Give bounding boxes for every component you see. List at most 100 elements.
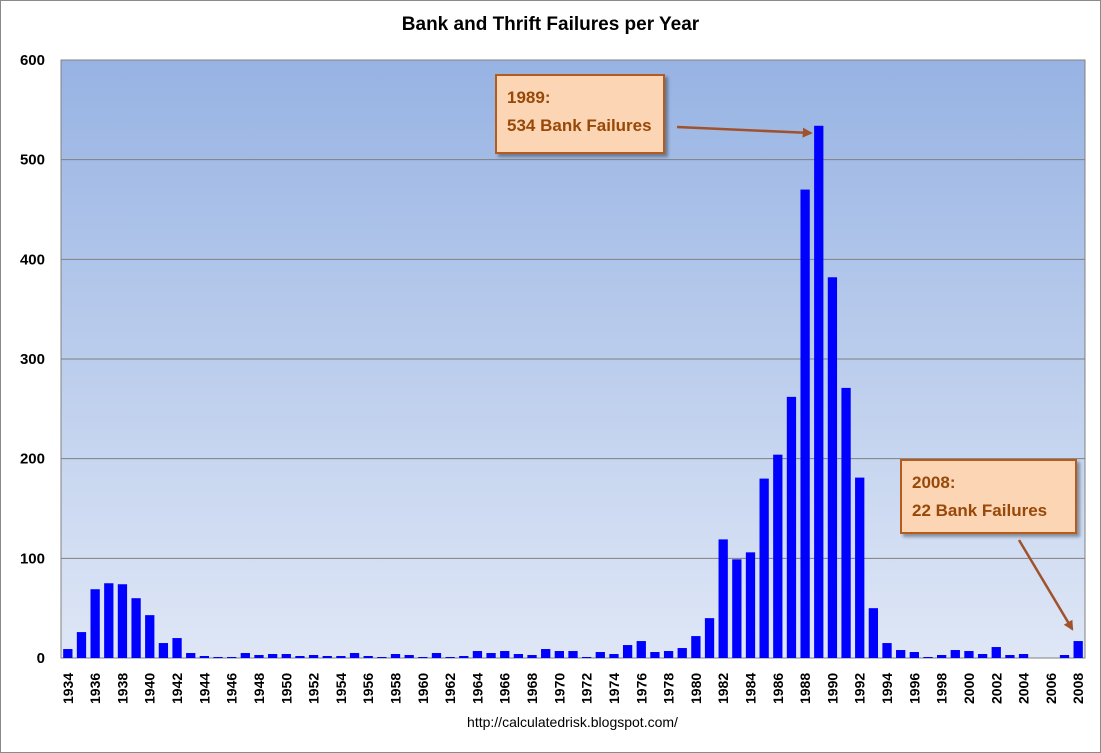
bar-1947	[240, 653, 250, 658]
bar-1975	[622, 645, 633, 658]
bar-2000	[964, 651, 974, 658]
x-tick-label: 1972	[579, 673, 595, 704]
bar-1986	[773, 454, 783, 658]
x-tick-label: 1998	[934, 673, 950, 704]
x-tick-label: 1964	[469, 673, 485, 704]
bar-1997	[923, 657, 933, 658]
x-tick-label: 1948	[251, 673, 267, 704]
bar-1959	[404, 655, 414, 658]
bar-1949	[267, 654, 278, 658]
bar-1938	[117, 584, 128, 658]
annotation-1989-line2: 534 Bank Failures	[507, 116, 652, 135]
bar-1994	[882, 643, 892, 658]
y-tick-label: 0	[37, 650, 45, 667]
x-tick-label: 1946	[224, 673, 240, 704]
x-tick-label: 1960	[415, 673, 431, 704]
x-tick-label: 1990	[824, 673, 840, 704]
bar-1981	[704, 618, 715, 658]
x-tick-label: 2008	[1070, 673, 1086, 704]
bar-1944	[199, 656, 210, 658]
bar-1972	[582, 657, 592, 658]
x-tick-label: 1938	[114, 673, 130, 704]
annotation-1989: 1989: 534 Bank Failures	[495, 74, 665, 154]
bar-1951	[295, 656, 305, 658]
x-tick-label: 1944	[196, 673, 212, 704]
bar-1957	[377, 657, 387, 658]
bar-1987	[786, 396, 797, 658]
bar-1954	[336, 656, 346, 658]
bar-1934	[63, 649, 73, 658]
bar-2002	[991, 647, 1001, 658]
bar-1941	[158, 643, 169, 658]
bar-1945	[213, 657, 223, 658]
bar-1968	[527, 655, 537, 658]
annotation-2008-line1: 2008:	[912, 473, 956, 492]
bar-2007	[1059, 655, 1070, 658]
arrow-2008	[1017, 539, 1074, 631]
x-tick-label: 1976	[633, 673, 649, 704]
bar-1993	[868, 608, 879, 658]
y-tick-label: 600	[20, 52, 45, 69]
x-tick-label: 1942	[169, 673, 185, 704]
bar-1982	[718, 539, 728, 658]
bar-1971	[568, 651, 578, 658]
bar-1964	[472, 651, 483, 658]
bar-1969	[541, 649, 551, 658]
bar-1935	[76, 632, 87, 658]
x-tick-label: 1978	[661, 673, 677, 704]
x-tick-label: 1994	[879, 673, 895, 704]
bar-1996	[909, 652, 919, 658]
bar-1985	[759, 478, 769, 658]
x-tick-label: 1968	[524, 673, 540, 704]
y-tick-label: 200	[20, 451, 45, 468]
bar-1946	[227, 657, 237, 658]
bar-1998	[936, 655, 947, 658]
bar-1979	[677, 648, 687, 658]
bar-1976	[636, 641, 646, 658]
bar-1992	[855, 477, 865, 658]
x-tick-label: 1952	[306, 673, 322, 704]
bar-1940	[145, 615, 155, 658]
x-tick-label: 1962	[442, 673, 458, 704]
bar-1989	[814, 125, 824, 658]
bar-1942	[172, 638, 182, 658]
x-tick-label: 1966	[497, 673, 513, 704]
bar-1977	[650, 652, 660, 658]
x-tick-label: 1950	[278, 673, 294, 704]
x-tick-label: 2002	[988, 673, 1004, 704]
bar-1991	[841, 387, 851, 658]
x-tick-label: 1954	[333, 673, 349, 704]
bar-1953	[322, 656, 332, 658]
arrow-1989	[676, 125, 813, 138]
x-tick-label: 2006	[1043, 673, 1059, 704]
bar-1978	[663, 651, 674, 658]
bar-1970	[554, 651, 564, 658]
y-tick-label: 300	[20, 351, 45, 368]
bar-1955	[349, 653, 360, 658]
annotation-1989-line1: 1989:	[507, 88, 551, 107]
bar-1939	[131, 598, 141, 658]
bar-1958	[390, 654, 401, 658]
bar-1962	[445, 657, 455, 658]
y-tick-label: 100	[20, 550, 45, 567]
source-url: http://calculatedrisk.blogspot.com/	[467, 714, 678, 730]
bar-1937	[104, 583, 114, 658]
bar-1965	[486, 653, 496, 658]
bar-2008	[1073, 641, 1083, 658]
bar-1943	[186, 653, 196, 658]
x-tick-label: 1956	[360, 673, 376, 704]
x-tick-label: 1958	[388, 673, 404, 704]
annotation-2008: 2008: 22 Bank Failures	[900, 459, 1077, 534]
x-tick-label: 1982	[715, 673, 731, 704]
x-tick-label: 1992	[852, 673, 868, 704]
bar-1980	[691, 636, 701, 658]
x-tick-label: 1970	[551, 673, 567, 704]
bar-1974	[609, 654, 619, 658]
x-tick-label: 2000	[961, 673, 977, 704]
bar-1995	[896, 650, 906, 658]
x-tick-label: 1984	[742, 673, 758, 704]
bar-1961	[431, 653, 442, 658]
bar-2003	[1005, 655, 1015, 658]
bar-1936	[90, 589, 100, 658]
